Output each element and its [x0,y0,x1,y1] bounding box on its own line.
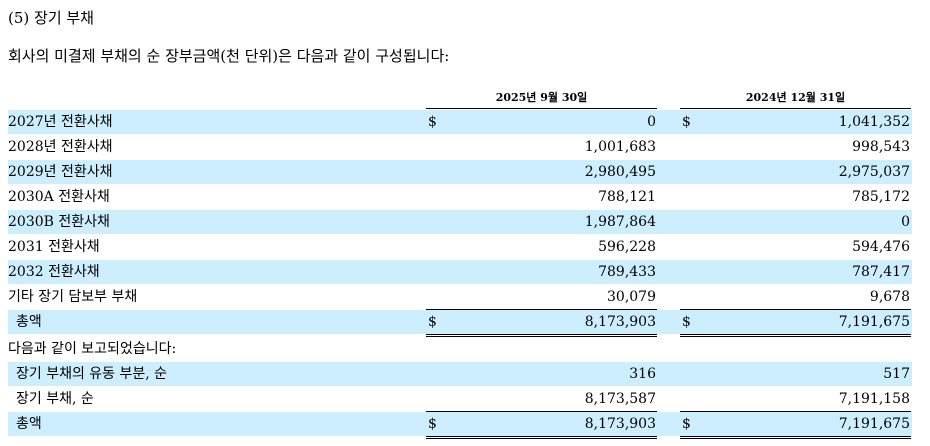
value-2025: 1,987,864 [584,214,656,230]
row-label: 장기 부채, 순 [16,391,94,407]
value-2025: 2,980,495 [584,164,656,180]
table-row: 다음과 같이 보고되었습니다: [8,337,912,361]
table-row: 2027년 전환사채 $ 0 $ 1,041,352 [8,110,912,134]
currency-symbol: $ [682,114,691,130]
value-2024: 998,543 [852,139,910,155]
subtotal-rule [426,411,657,412]
table-row: 2032 전환사채 789,433 787,417 [8,260,912,284]
total-value-2025: 8,173,903 [584,314,656,330]
total-value-2024: 7,191,675 [838,416,910,432]
table-row: 기타 장기 담보부 부채 30,079 9,678 [8,285,912,309]
table-row: 장기 부채의 유동 부분, 순 316 517 [8,362,912,386]
column-header-2024: 2024년 12월 31일 [680,90,911,109]
value-2025: 0 [647,114,656,130]
value-2025: 788,121 [598,189,656,205]
column-header-2025: 2025년 9월 30일 [426,90,657,109]
currency-symbol: $ [428,314,437,330]
table-row: 2030A 전환사채 788,121 785,172 [8,185,912,209]
value-2024: 594,476 [852,239,910,255]
value-2024: 785,172 [852,189,910,205]
currency-symbol: $ [428,114,437,130]
subtotal-rule [680,411,911,412]
currency-symbol: $ [682,416,691,432]
value-2025: 1,001,683 [584,139,656,155]
row-label: 2028년 전환사채 [8,139,113,155]
total-label: 총액 [16,314,42,330]
value-2025: 789,433 [598,264,656,280]
total-double-rule [680,334,911,337]
row-label: 2031 전환사채 [8,239,100,255]
row-label: 2030B 전환사채 [8,214,110,230]
section-title: (5) 장기 부채 [8,9,94,27]
value-2024: 2,975,037 [838,164,910,180]
value-2025: 8,173,587 [584,391,656,407]
total-label: 총액 [16,416,42,432]
row-label: 2029년 전환사채 [8,164,113,180]
value-2024: 787,417 [852,264,910,280]
value-2024: 7,191,158 [838,391,910,407]
value-2024: 9,678 [869,289,910,305]
value-2025: 316 [629,366,656,382]
value-2024: 1,041,352 [838,114,910,130]
total-row: 총액 $ 8,173,903 $ 7,191,675 [8,310,912,334]
total-double-rule [680,436,911,439]
total-double-rule [426,436,657,439]
table-row: 2028년 전환사채 1,001,683 998,543 [8,135,912,159]
total-value-2024: 7,191,675 [838,314,910,330]
table-row: 2030B 전환사채 1,987,864 0 [8,210,912,234]
row-label: 2030A 전환사채 [8,189,110,205]
table-row: 장기 부채, 순 8,173,587 7,191,158 [8,387,912,411]
currency-symbol: $ [428,416,437,432]
value-2024: 517 [883,366,910,382]
currency-symbol: $ [682,314,691,330]
value-2025: 30,079 [607,289,656,305]
value-2024: 0 [901,214,910,230]
total-row: 총액 $ 8,173,903 $ 7,191,675 [8,412,912,436]
subtotal-rule [426,309,657,310]
value-2025: 596,228 [598,239,656,255]
total-value-2025: 8,173,903 [584,416,656,432]
subheading-label: 다음과 같이 보고되었습니다: [8,341,177,357]
table-row: 2031 전환사채 596,228 594,476 [8,235,912,259]
row-label: 기타 장기 담보부 부채 [8,289,138,305]
subtotal-rule [680,309,911,310]
row-label: 2032 전환사채 [8,264,100,280]
row-label: 2027년 전환사채 [8,114,113,130]
table-row: 2029년 전환사채 2,980,495 2,975,037 [8,160,912,184]
intro-text: 회사의 미결제 부채의 순 장부금액(천 단위)은 다음과 같이 구성됩니다: [8,47,450,65]
row-label: 장기 부채의 유동 부분, 순 [16,366,168,382]
total-double-rule [426,334,657,337]
